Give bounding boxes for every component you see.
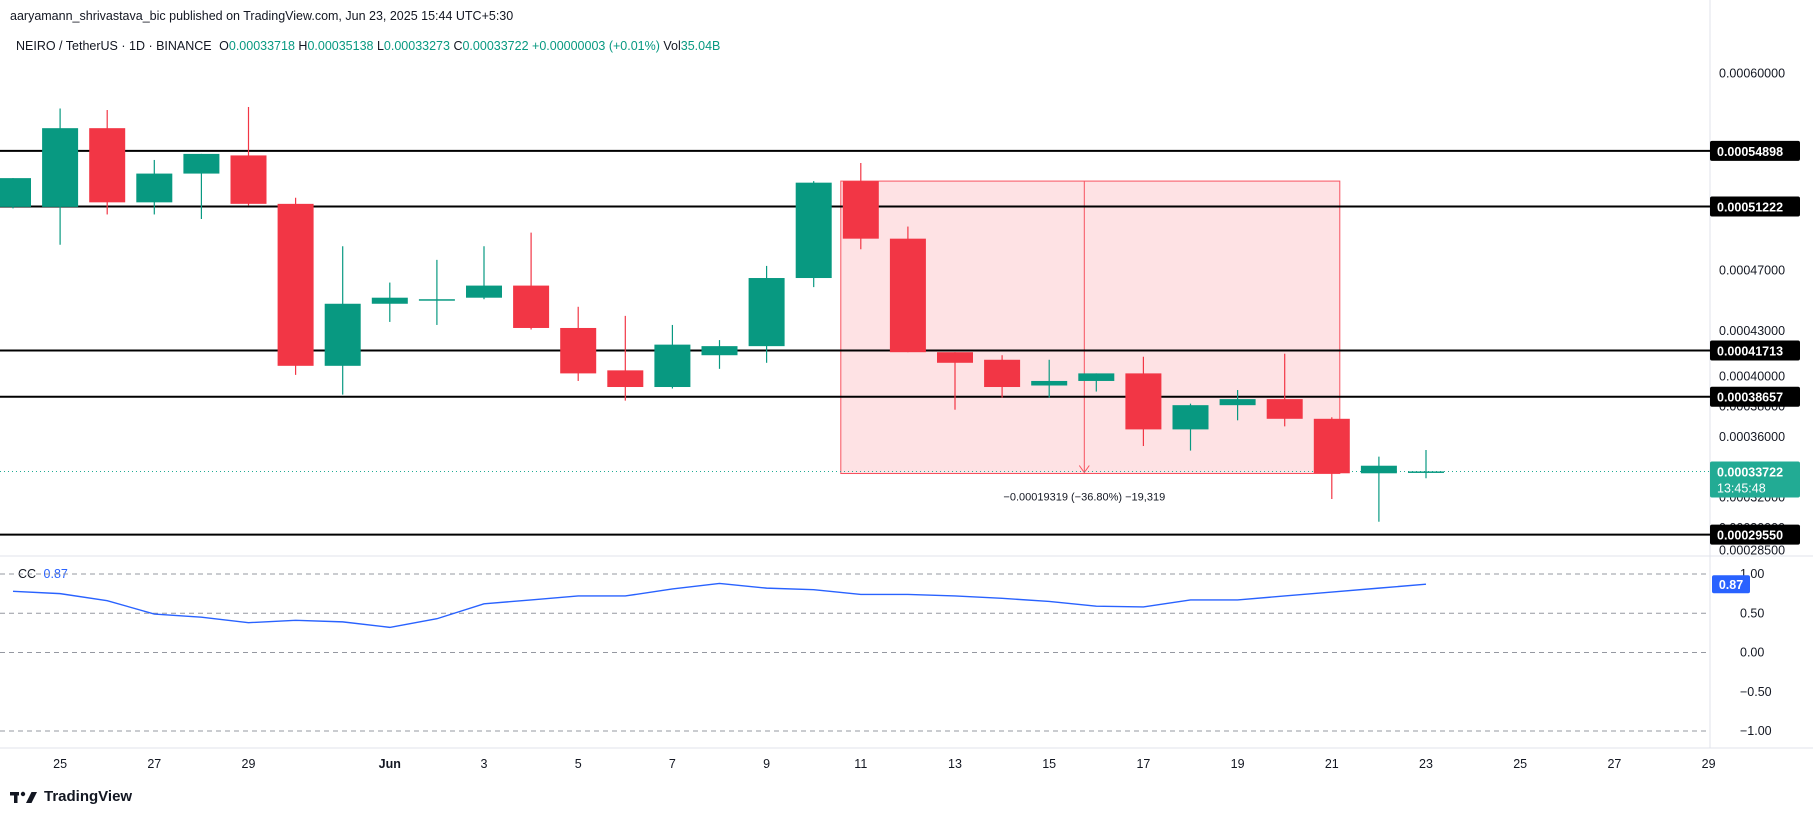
candle-up[interactable] bbox=[183, 153, 220, 174]
candle-up[interactable] bbox=[1360, 465, 1397, 474]
indicator-axis-tick: −1.00 bbox=[1740, 724, 1772, 738]
time-axis-tick: 9 bbox=[763, 757, 770, 771]
axis-labels: 0.00060000 0.00047000 0.00043000 0.00040000… bbox=[1710, 67, 1800, 738]
candle-down[interactable] bbox=[1266, 399, 1303, 419]
tradingview-logo-icon bbox=[10, 791, 37, 803]
level-badge bbox=[1710, 196, 1800, 217]
open-value: 0.00033718 bbox=[228, 39, 295, 53]
indicator-badge-label: 0.87 bbox=[1719, 578, 1743, 592]
candle-up[interactable] bbox=[418, 299, 455, 301]
candle-up[interactable] bbox=[654, 344, 691, 388]
indicator-axis-tick: 0.00 bbox=[1740, 646, 1764, 660]
price-axis-tick: 0.00060000 bbox=[1719, 67, 1785, 81]
time-axis-tick: 29 bbox=[1702, 757, 1716, 771]
indicator-axis-tick: 0.50 bbox=[1740, 606, 1764, 620]
bar-countdown-label: 13:45:48 bbox=[1717, 481, 1766, 495]
price-axis-tick: 0.00036000 bbox=[1719, 430, 1785, 444]
price-axis-tick: 0.00043000 bbox=[1719, 324, 1785, 338]
candle-down[interactable] bbox=[1313, 418, 1350, 474]
time-axis-tick: Jun bbox=[379, 757, 401, 771]
time-axis-tick: 23 bbox=[1419, 757, 1433, 771]
price-axis-tick: 0.00047000 bbox=[1719, 263, 1785, 277]
level-badge-label: 0.00051222 bbox=[1717, 201, 1783, 215]
level-badge bbox=[1710, 140, 1800, 161]
candle-up[interactable] bbox=[1172, 405, 1209, 430]
candle-down[interactable] bbox=[984, 359, 1021, 388]
published-by-line: aaryamann_shrivastava_bic published on T… bbox=[10, 9, 514, 23]
volume-label: Vol bbox=[663, 39, 681, 53]
candle-down[interactable] bbox=[89, 128, 126, 203]
price-pane[interactable]: −0.00019319 (−36.80%) −19,319 bbox=[0, 0, 1813, 748]
candle-up[interactable] bbox=[1408, 471, 1444, 473]
low-label: L bbox=[376, 39, 384, 53]
open-label: O bbox=[219, 39, 229, 53]
price-axis-tick: 0.00028500 bbox=[1719, 543, 1785, 557]
volume-value: 35.04B bbox=[680, 39, 721, 53]
time-axis-tick: 29 bbox=[242, 757, 256, 771]
level-badge-label: 0.00038657 bbox=[1717, 391, 1783, 405]
price-axis-tick: 0.00040000 bbox=[1719, 369, 1785, 383]
low-value: 0.00033273 bbox=[383, 39, 450, 53]
time-axis-tick: 15 bbox=[1042, 757, 1056, 771]
candle-up[interactable] bbox=[371, 297, 408, 304]
time-axis-tick: 7 bbox=[669, 757, 676, 771]
level-badge bbox=[1710, 386, 1800, 407]
candle-down[interactable] bbox=[607, 370, 644, 388]
candle-down[interactable] bbox=[842, 181, 879, 239]
level-badge-label: 0.00041713 bbox=[1717, 344, 1783, 358]
candle-up[interactable] bbox=[1031, 380, 1068, 386]
candle-up[interactable] bbox=[42, 128, 79, 207]
indicator-line[interactable] bbox=[12, 582, 1427, 629]
level-badge bbox=[1710, 524, 1800, 545]
candle-down[interactable] bbox=[277, 203, 314, 366]
time-axis-tick: 13 bbox=[948, 757, 962, 771]
candle-down[interactable] bbox=[560, 327, 597, 374]
time-axis-tick: 27 bbox=[147, 757, 161, 771]
high-value: 0.00035138 bbox=[307, 39, 374, 53]
candle-down[interactable] bbox=[1125, 373, 1162, 430]
candle-up[interactable] bbox=[0, 178, 31, 207]
indicator-pane[interactable] bbox=[0, 573, 1710, 732]
level-badge-label: 0.00054898 bbox=[1717, 145, 1783, 159]
time-axis[interactable]: 25 27 29 Jun 3 5 7 9 11 13 15 17 19 21 23 25 27 29 bbox=[0, 747, 1813, 771]
level-badge-label: 0.00029550 bbox=[1717, 529, 1783, 543]
candle-up[interactable] bbox=[136, 173, 173, 203]
candle-up[interactable] bbox=[748, 278, 785, 347]
time-axis-tick: 19 bbox=[1231, 757, 1245, 771]
indicator-value-badge bbox=[1712, 575, 1750, 594]
candle-up[interactable] bbox=[1219, 399, 1256, 406]
time-axis-tick: 5 bbox=[575, 757, 582, 771]
current-price-label: 0.00033722 bbox=[1717, 465, 1783, 479]
candle-up[interactable] bbox=[795, 182, 832, 279]
high-label: H bbox=[298, 39, 308, 53]
indicator-axis-tick: −0.50 bbox=[1740, 685, 1772, 699]
candle-down[interactable] bbox=[513, 285, 550, 328]
candle-down[interactable] bbox=[937, 352, 973, 363]
time-axis-tick: 17 bbox=[1136, 757, 1150, 771]
close-value: 0.00033722 bbox=[462, 39, 529, 53]
ohlc-legend: NEIRO / TetherUS · 1D · BINANCE O0.00033… bbox=[16, 39, 720, 53]
current-price-badge bbox=[1710, 461, 1800, 498]
measure-label: −0.00019319 (−36.80%) −19,319 bbox=[1003, 492, 1165, 504]
level-badge bbox=[1710, 340, 1800, 361]
candle-up[interactable] bbox=[466, 285, 502, 298]
candle-up[interactable] bbox=[701, 346, 738, 356]
brand-name: TradingView bbox=[44, 788, 133, 805]
change-value: +0.00000003 (+0.01%) bbox=[532, 39, 660, 53]
time-axis-tick: 21 bbox=[1325, 757, 1339, 771]
time-axis-tick: 11 bbox=[854, 757, 867, 771]
time-axis-tick: 27 bbox=[1607, 757, 1621, 771]
candle-up[interactable] bbox=[1078, 373, 1115, 381]
measure-arrow-head-icon bbox=[1078, 465, 1090, 474]
time-axis-tick: 25 bbox=[53, 757, 67, 771]
time-axis-tick: 25 bbox=[1513, 757, 1527, 771]
close-label: C bbox=[453, 39, 463, 53]
candle-up[interactable] bbox=[324, 303, 361, 366]
symbol-title[interactable]: NEIRO / TetherUS · 1D · BINANCE bbox=[16, 39, 212, 53]
tradingview-brand[interactable]: TradingView bbox=[10, 788, 132, 805]
candle-down[interactable] bbox=[230, 155, 267, 204]
time-axis-tick: 3 bbox=[481, 757, 488, 771]
candle-down[interactable] bbox=[889, 238, 926, 353]
